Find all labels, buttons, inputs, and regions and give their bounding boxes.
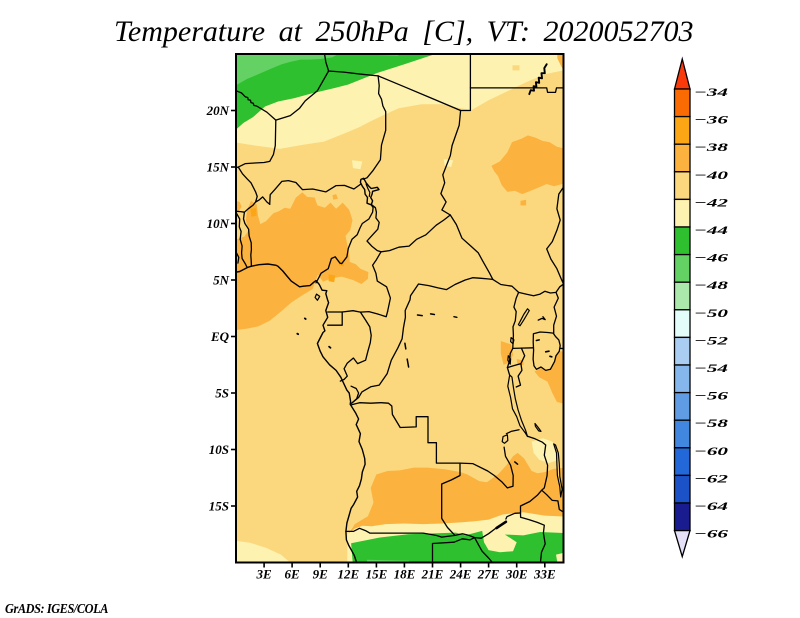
svg-text:−36: −36 [694,113,728,127]
svg-text:−62: −62 [694,471,728,485]
svg-text:15S: 15S [209,499,229,514]
svg-text:−40: −40 [694,168,728,182]
svg-text:6E: 6E [285,567,301,582]
svg-text:−56: −56 [694,389,728,403]
svg-text:5S: 5S [215,386,229,401]
svg-text:12E: 12E [337,567,359,582]
svg-text:5N: 5N [213,273,230,288]
svg-text:15E: 15E [366,567,388,582]
svg-text:−60: −60 [694,444,728,458]
svg-text:Temperature at 250hPa [C], VT:: Temperature at 250hPa [C], VT: 202005270… [114,15,693,48]
svg-text:−38: −38 [694,140,728,154]
svg-text:GrADS: IGES/COLA: GrADS: IGES/COLA [5,601,108,616]
svg-text:33E: 33E [533,567,556,582]
svg-text:−42: −42 [694,195,728,209]
svg-text:−34: −34 [694,85,728,99]
svg-text:EQ: EQ [210,329,230,344]
svg-text:15N: 15N [207,160,230,175]
svg-text:10N: 10N [207,216,230,231]
svg-text:20N: 20N [206,103,230,118]
svg-text:24E: 24E [449,567,472,582]
svg-text:18E: 18E [394,567,416,582]
svg-text:−50: −50 [694,306,728,320]
svg-text:9E: 9E [313,567,329,582]
svg-text:−58: −58 [694,416,728,430]
svg-text:−52: −52 [694,333,728,347]
svg-text:−44: −44 [694,223,728,237]
svg-text:30E: 30E [505,567,528,582]
svg-text:21E: 21E [421,567,444,582]
svg-text:−66: −66 [694,527,728,541]
svg-text:−46: −46 [694,251,728,265]
svg-text:27E: 27E [477,567,500,582]
svg-text:10S: 10S [209,442,229,457]
svg-text:−48: −48 [694,278,728,292]
svg-text:−54: −54 [694,361,728,375]
svg-text:−64: −64 [694,499,728,513]
svg-text:3E: 3E [256,567,273,582]
